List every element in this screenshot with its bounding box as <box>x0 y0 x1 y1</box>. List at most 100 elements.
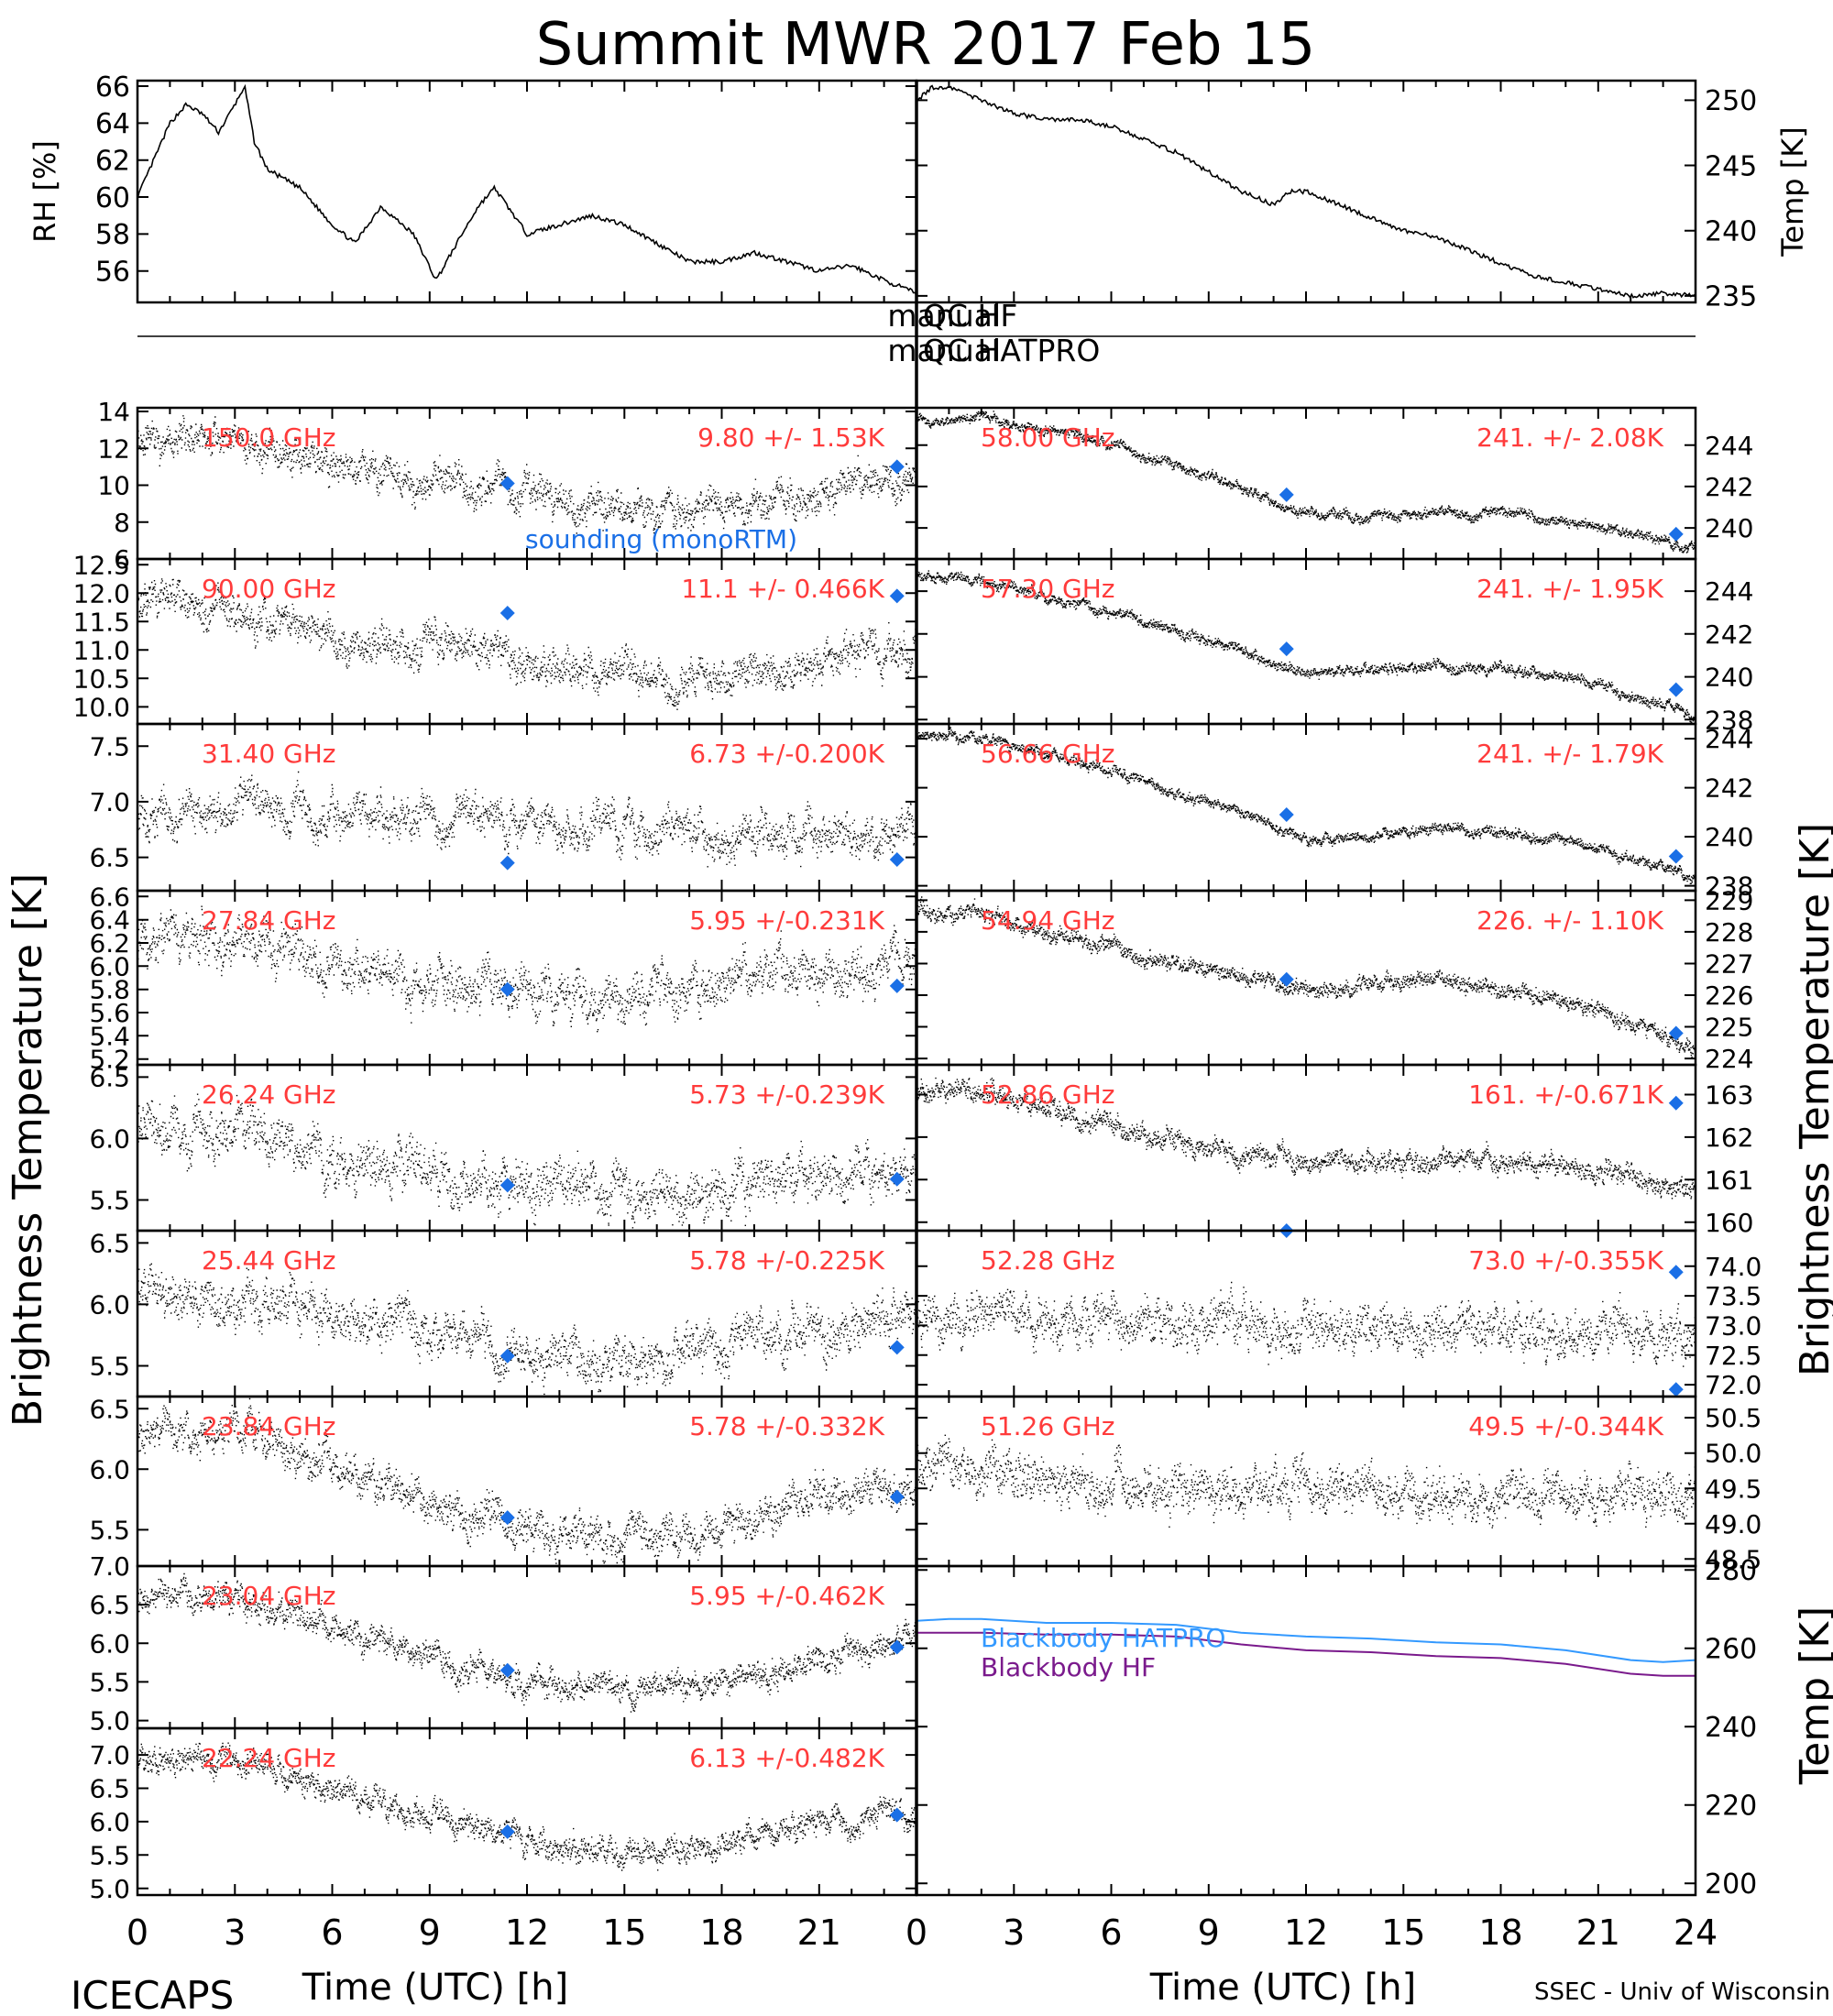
x-tick-label: 6 <box>1100 1912 1122 1953</box>
ch5126-points <box>916 1434 1696 1528</box>
stats-label: 241. +/- 1.79K <box>1476 739 1663 769</box>
x-tick-label: 24 <box>1674 1912 1718 1953</box>
x-tick-label: 3 <box>1003 1912 1025 1953</box>
y-tick-label: 220 <box>1705 1791 1757 1823</box>
x-tick-label: 15 <box>1381 1912 1425 1953</box>
y-tick-label: 5.4 <box>89 1021 130 1051</box>
y-ticks <box>916 99 1696 297</box>
y-tick-label: 56 <box>95 257 130 289</box>
y-tick-label: 7.5 <box>89 731 130 761</box>
y-tick-label: 73.5 <box>1705 1281 1762 1311</box>
y-tick-label: 58 <box>95 219 130 251</box>
y-ticks <box>916 444 1696 530</box>
chart-title: Summit MWR 2017 Feb 15 <box>536 11 1316 79</box>
y-tick-label: 60 <box>95 182 130 214</box>
panel-ch2384: 5.5 6.0 6.5 23.84 GHz 5.78 +/-0.332K <box>89 1394 918 1568</box>
series-line-1 <box>916 1631 1696 1677</box>
sounding-marker <box>499 1662 515 1678</box>
x-tick-label: 6 <box>321 1912 343 1953</box>
stats-label: 161. +/-0.671K <box>1468 1079 1663 1110</box>
y-tick-label: 72.5 <box>1705 1341 1762 1371</box>
y-tick-label: 10.5 <box>73 663 130 694</box>
y-tick-label: 6 <box>114 544 130 575</box>
y-tick-label: 5.5 <box>89 1352 130 1382</box>
y-tick-label: 244 <box>1705 576 1753 607</box>
y-ticks <box>137 895 916 1060</box>
sounding-marker <box>889 459 905 475</box>
y-tick-label: 229 <box>1705 885 1753 915</box>
stats-label: 5.78 +/-0.225K <box>689 1245 884 1276</box>
sounding-marker <box>1279 971 1294 987</box>
sounding-marker <box>499 1178 515 1193</box>
y-tick-label: 235 <box>1705 281 1757 313</box>
legend-label-1: Blackbody HF <box>981 1652 1156 1682</box>
sounding-marker <box>889 1639 905 1655</box>
sounding-marker <box>1279 807 1294 823</box>
y-tick-label: 11.5 <box>73 607 130 637</box>
channel-label: 52.28 GHz <box>981 1245 1115 1276</box>
y-ticks <box>137 1242 916 1367</box>
y-tick-label: 12 <box>97 433 130 464</box>
y-tick-label: 5.6 <box>89 998 130 1028</box>
y-tick-label: 6.0 <box>89 951 130 981</box>
stats-label: 5.73 +/-0.239K <box>689 1079 884 1110</box>
y-tick-label: 12.0 <box>73 578 130 608</box>
channel-label: 27.84 GHz <box>202 905 336 936</box>
y-tick-label: 6.0 <box>89 1628 130 1659</box>
y-tick-label: 238 <box>1705 871 1753 902</box>
x-tick-label: 21 <box>1576 1912 1620 1953</box>
y-tick-label: 244 <box>1705 724 1753 754</box>
channel-label: 150.0 GHz <box>202 422 336 453</box>
y-tick-label: 48.5 <box>1705 1544 1762 1574</box>
x-tick-label: 18 <box>699 1912 743 1953</box>
sounding-marker <box>499 1348 515 1364</box>
x-ticks <box>137 1397 917 1566</box>
stats-label: 6.13 +/-0.482K <box>689 1743 884 1773</box>
panel-ch3140: 6.5 7.0 7.5 31.40 GHz 6.73 +/-0.200K <box>89 722 918 893</box>
x-tick-label: 18 <box>1478 1912 1522 1953</box>
y-tick-label: 6.5 <box>89 843 130 873</box>
panel-ch2224: 5.0 5.56.06.5 7.0 22.24 GHz 6.13 +/-0.482K <box>89 1726 918 1904</box>
left-ylabel: Brightness Temperature [K] <box>5 873 51 1427</box>
y-tick-label: 6.4 <box>89 905 130 936</box>
channel-label: 22.24 GHz <box>202 1743 336 1773</box>
x-ticks <box>137 1231 917 1397</box>
y-tick-label: 242 <box>1705 773 1753 804</box>
y-ticks <box>916 1569 1696 1885</box>
y-tick-label: 250 <box>1705 85 1757 117</box>
y-tick-label: 226 <box>1705 981 1753 1011</box>
y-tick-label: 200 <box>1705 1868 1757 1901</box>
legend-label-0: Blackbody HATPRO <box>981 1623 1225 1653</box>
ch2224-points <box>137 1742 916 1871</box>
y-tick-label: 240 <box>1705 216 1757 248</box>
ch5730-points <box>916 570 1696 723</box>
x-tick-label: 12 <box>1284 1912 1328 1953</box>
y-ticks <box>137 85 916 272</box>
channel-label: 58.00 GHz <box>981 422 1115 453</box>
y-tick-label: 228 <box>1705 917 1753 948</box>
y-tick-label: 73.0 <box>1705 1311 1762 1342</box>
x-ticks <box>137 1566 917 1728</box>
qc-hf-left-label: manual <box>887 298 1001 334</box>
y-tick-label: 227 <box>1705 949 1753 980</box>
y-tick-label: 72.0 <box>1705 1370 1762 1400</box>
sounding-marker <box>889 1489 905 1505</box>
sounding-marker <box>889 1171 905 1187</box>
sounding-marker <box>1668 1265 1684 1280</box>
sounding-marker <box>1668 849 1684 864</box>
panel-ch2784-data <box>137 905 916 1033</box>
channel-label: 23.04 GHz <box>202 1581 336 1611</box>
y-tick-label: 245 <box>1705 150 1757 182</box>
stats-label: 5.95 +/-0.231K <box>689 905 884 936</box>
sounding-marker <box>889 1807 905 1823</box>
sounding-marker <box>499 1824 515 1839</box>
xlabel-right: Time (UTC) [h] <box>1149 1967 1416 2009</box>
sounding-marker <box>1668 682 1684 697</box>
xlabel-left: Time (UTC) [h] <box>302 1967 568 2009</box>
sounding-marker <box>1668 1095 1684 1111</box>
stats-label: 5.78 +/-0.332K <box>689 1411 884 1441</box>
y-tick-label: 5.5 <box>89 1186 130 1216</box>
y-tick-label: 240 <box>1705 822 1753 852</box>
x-tick-label: 12 <box>505 1912 549 1953</box>
y-ticks <box>916 1265 1696 1386</box>
